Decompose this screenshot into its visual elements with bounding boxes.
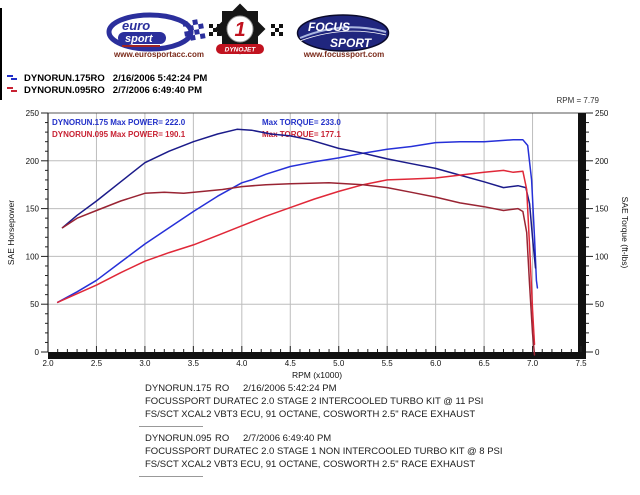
focussport-logo-icon: FOCUS SPORT <box>296 14 390 52</box>
scan-artifact-strip <box>0 8 2 100</box>
eurosport-url: www.eurosportacc.com <box>114 50 204 59</box>
right-axis-title: SAE Torque (ft-lbs) <box>620 197 630 269</box>
legend-run-datetime: 2/7/2006 6:49:40 PM <box>112 84 203 96</box>
rpm-readout: RPM = 7.79 <box>557 96 600 105</box>
run-datetime: 2/7/2006 6:49:40 PM <box>243 433 332 444</box>
left-axis-title: SAE Horsepower <box>6 200 16 265</box>
run-title-line: DYNORUN.095 RO 2/7/2006 6:49:40 PM <box>145 432 503 445</box>
focussport-url: www.focussport.com <box>303 50 385 59</box>
annotation-max-power: DYNORUN.175 Max POWER= 222.0 <box>52 118 186 127</box>
run-file-name: DYNORUN.175 <box>145 383 212 394</box>
run-info-footer: DYNORUN.175 RO 2/16/2006 5:42:24 PM FOCUSS… <box>139 382 503 482</box>
eurosport-logo: euro sport <box>106 12 208 57</box>
x-axis-title: RPM (x1000) <box>292 370 342 380</box>
y-tick-label-right: 200 <box>595 157 609 166</box>
run-datetime: 2/16/2006 5:42:24 PM <box>243 383 337 394</box>
curve-dynorun-175-sae-torque <box>61 128 537 269</box>
y-tick-label-left: 0 <box>35 348 40 357</box>
run-file-name: DYNORUN.095 <box>145 433 212 444</box>
annotation-max-torque: Max TORQUE= 177.1 <box>262 130 341 139</box>
x-tick-label: 7.5 <box>575 359 587 368</box>
legend-row-run-095: DYNORUN.095RO 2/7/2006 6:49:40 PM <box>7 84 207 96</box>
y-tick-label-left: 150 <box>26 205 40 214</box>
run-mode: RO <box>215 433 230 444</box>
run-info-block-095: DYNORUN.095 RO 2/7/2006 6:49:40 PM FOCUSSP… <box>145 432 503 471</box>
dyno-chart: 2.0 2.5 3.0 3.5 4.0 4.5 5.0 5.5 6.0 6.5 7.0 7.5 RPM … <box>6 96 630 380</box>
x-tick-label: 2.5 <box>91 359 103 368</box>
curve-dynorun-175-sae-horsepower <box>56 139 539 304</box>
x-tick-label: 6.0 <box>430 359 442 368</box>
legend-run-datetime: 2/16/2006 5:42:24 PM <box>112 72 208 84</box>
x-tick-label: 6.5 <box>479 359 491 368</box>
eurosport-logo-icon: euro sport <box>106 12 206 52</box>
eurosport-word-top: euro <box>122 18 150 33</box>
annotation-max-torque: Max TORQUE= 233.0 <box>262 118 341 127</box>
checkered-flag-icon <box>209 24 283 36</box>
run-title-line: DYNORUN.175 RO 2/16/2006 5:42:24 PM <box>145 382 503 395</box>
curve-dynorun-095-sae-horsepower <box>56 169 536 346</box>
y-tick-label-right: 0 <box>595 348 600 357</box>
x-tick-label: 5.5 <box>382 359 394 368</box>
divider <box>139 476 203 477</box>
annotation-max-power: DYNORUN.095 Max POWER= 190.1 <box>52 130 186 139</box>
y-tick-label-left: 250 <box>26 109 40 118</box>
x-tick-label: 3.5 <box>188 359 200 368</box>
dynojet-logo: 1 DYNOJET <box>208 2 284 63</box>
legend-run-name: DYNORUN.175RO <box>24 72 105 84</box>
curve-dynorun-095-sae-torque <box>61 182 536 356</box>
y-tick-label-right: 150 <box>595 205 609 214</box>
x-tick-label: 4.0 <box>236 359 248 368</box>
run-setup-line: FS/SCT XCAL2 VBT3 ECU, 91 OCTANE, COSWOR… <box>145 459 476 470</box>
y-tick-label-right: 100 <box>595 252 609 261</box>
y-tick-label-left: 50 <box>30 300 39 309</box>
legend-row-run-175: DYNORUN.175RO 2/16/2006 5:42:24 PM <box>7 72 207 84</box>
focussport-logo: FOCUS SPORT <box>296 14 390 57</box>
y-tick-label-right: 50 <box>595 300 604 309</box>
x-tick-label: 5.0 <box>333 359 345 368</box>
blue-line-sample-icon <box>7 75 17 80</box>
red-line-sample-icon <box>7 87 17 92</box>
run-setup-line: FS/SCT XCAL2 VBT3 ECU, 91 OCTANE, COSWOR… <box>145 409 476 420</box>
bottom-axis-bar <box>48 352 586 359</box>
focussport-word-top: FOCUS <box>308 20 350 34</box>
x-tick-label: 3.0 <box>139 359 151 368</box>
run-legend: DYNORUN.175RO 2/16/2006 5:42:24 PM DYNOR… <box>7 72 207 96</box>
run-description-line: FOCUSSPORT DURATEC 2.0 STAGE 1 NON INTER… <box>145 446 503 457</box>
x-tick-label: 7.0 <box>527 359 539 368</box>
eurosport-word-bottom: sport <box>125 33 154 45</box>
run-description-line: FOCUSSPORT DURATEC 2.0 STAGE 2 INTERCOOL… <box>145 396 484 407</box>
x-tick-label: 2.0 <box>42 359 54 368</box>
x-tick-label: 4.5 <box>285 359 297 368</box>
dynojet-number: 1 <box>234 19 245 41</box>
right-axis-bar <box>578 113 586 359</box>
checkered-flag-icon <box>182 19 206 41</box>
dynojet-name: DYNOJET <box>225 47 257 54</box>
dynojet-logo-icon: 1 DYNOJET <box>209 3 283 55</box>
divider <box>139 426 203 427</box>
y-tick-label-left: 200 <box>26 157 40 166</box>
focussport-word-bottom: SPORT <box>330 36 373 50</box>
run-mode: RO <box>215 383 230 394</box>
y-tick-label-left: 100 <box>26 252 40 261</box>
legend-run-name: DYNORUN.095RO <box>24 84 105 96</box>
y-tick-label-right: 250 <box>595 109 609 118</box>
run-info-block-175: DYNORUN.175 RO 2/16/2006 5:42:24 PM FOCUSS… <box>145 382 503 421</box>
